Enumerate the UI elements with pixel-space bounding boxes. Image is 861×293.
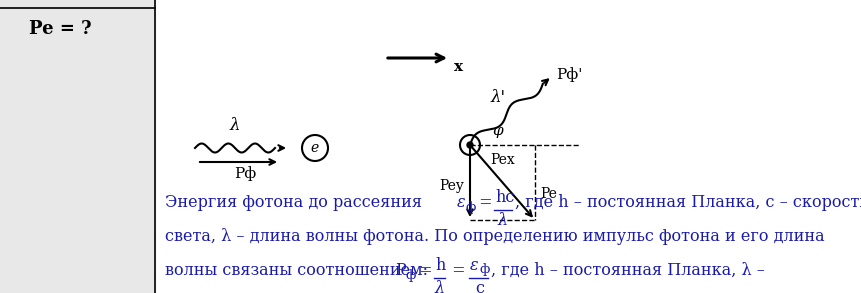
Text: , где h – постоянная Планка, λ –: , где h – постоянная Планка, λ – [491, 262, 765, 279]
Text: ф: ф [405, 269, 415, 282]
Text: h: h [435, 257, 445, 274]
Text: Pe: Pe [540, 187, 557, 201]
Text: ε: ε [470, 257, 479, 274]
Text: λ: λ [498, 212, 508, 229]
Circle shape [467, 142, 473, 148]
Text: φ: φ [492, 124, 503, 138]
Bar [0, 0, 155, 293]
Text: Р: Р [395, 262, 406, 279]
Text: волны связаны соотношением:: волны связаны соотношением: [165, 262, 433, 279]
Text: hc: hc [495, 189, 514, 206]
Text: λ: λ [435, 280, 445, 293]
Text: Pey: Pey [439, 179, 464, 193]
Text: =: = [447, 262, 471, 279]
Text: ф: ф [479, 263, 489, 276]
Text: =: = [474, 194, 498, 211]
Text: Pe = ?: Pe = ? [28, 20, 91, 38]
Text: , где h – постоянная Планка, c – скорость: , где h – постоянная Планка, c – скорост… [515, 194, 861, 211]
Text: λ': λ' [490, 88, 505, 105]
Text: =: = [414, 262, 437, 279]
Text: e: e [311, 141, 319, 155]
Text: ε: ε [457, 194, 466, 211]
Text: c: c [475, 280, 484, 293]
Text: x: x [454, 60, 463, 74]
Text: Рф: Рф [234, 166, 256, 181]
Text: Pex: Pex [490, 153, 515, 167]
Text: света, λ – длина волны фотона. По определению импульс фотона и его длина: света, λ – длина волны фотона. По опреде… [165, 228, 825, 245]
Text: λ: λ [230, 117, 240, 134]
Text: Энергия фотона до рассеяния: Энергия фотона до рассеяния [165, 194, 427, 211]
Text: Рф': Рф' [556, 67, 583, 82]
Text: ф: ф [466, 201, 476, 214]
